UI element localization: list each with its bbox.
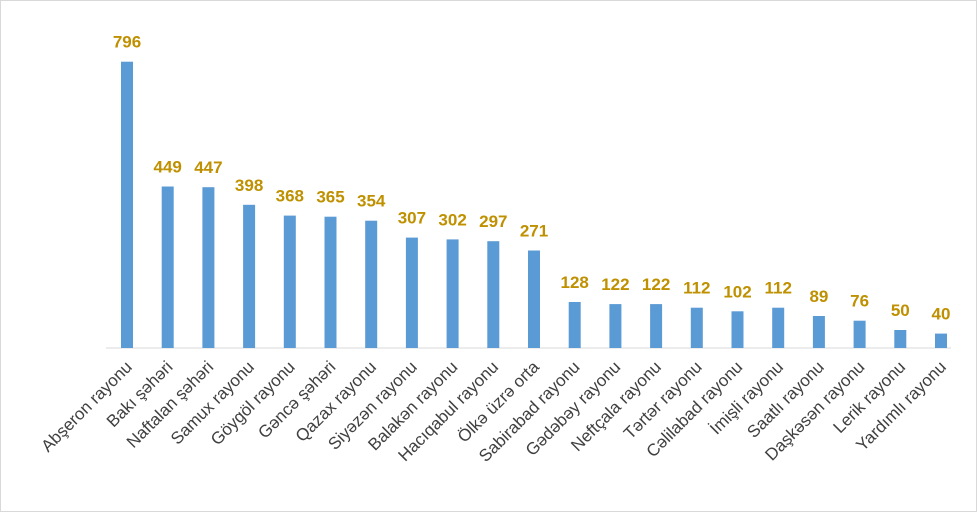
data-label: 447 [194,158,222,177]
bar [772,307,785,348]
data-label: 112 [764,279,791,298]
bar [405,237,418,348]
bar [283,215,296,348]
data-label: 271 [520,222,548,241]
bar [161,186,174,348]
data-label: 354 [357,192,386,211]
bar [935,333,947,348]
data-label: 302 [438,210,466,229]
bar [853,320,866,348]
data-label: 40 [932,305,951,324]
bar [609,304,622,348]
data-labels-group: 796 449 447 398 368 365 354 307 302 297 271 128 122 1… [113,33,951,324]
bar [690,307,703,348]
bar [365,220,378,348]
data-label: 307 [398,209,426,228]
bar [324,216,337,348]
data-label: 128 [561,273,589,292]
bar [528,250,540,348]
bar [121,61,133,348]
bar [202,187,215,348]
bar [731,311,744,348]
bar [243,204,256,348]
bars-group [121,61,947,348]
data-label: 398 [235,176,263,195]
bar [650,304,663,348]
data-label: 449 [154,158,182,177]
data-label: 122 [601,275,629,294]
data-label: 365 [316,188,344,207]
bar [568,302,581,348]
bar [446,239,459,348]
data-label: 76 [850,292,869,311]
data-label: 297 [479,212,507,231]
data-label: 368 [276,187,304,206]
data-label: 102 [723,282,751,301]
data-label: 796 [113,33,141,52]
data-label: 112 [683,279,710,298]
data-label: 50 [891,301,910,320]
data-label: 122 [642,275,670,294]
data-label: 89 [809,287,828,306]
bar [812,316,825,348]
bar [894,330,907,348]
bar [487,241,500,348]
